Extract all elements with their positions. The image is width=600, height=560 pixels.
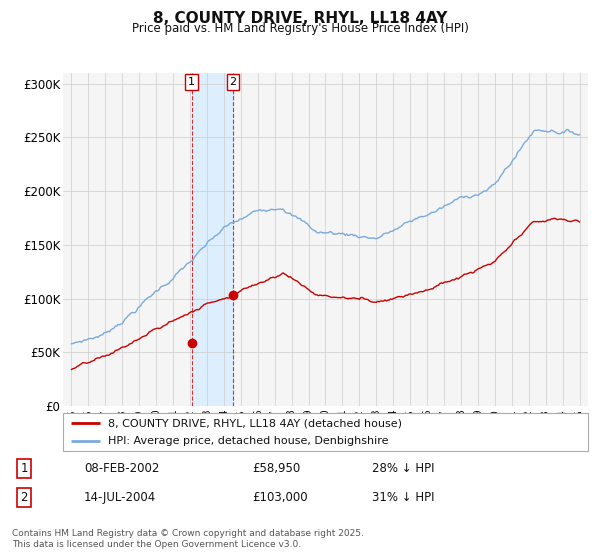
Text: 14-JUL-2004: 14-JUL-2004	[84, 491, 156, 504]
Text: £103,000: £103,000	[252, 491, 308, 504]
Text: 1: 1	[188, 77, 195, 87]
Text: 8, COUNTY DRIVE, RHYL, LL18 4AY: 8, COUNTY DRIVE, RHYL, LL18 4AY	[153, 11, 447, 26]
Text: 8, COUNTY DRIVE, RHYL, LL18 4AY (detached house): 8, COUNTY DRIVE, RHYL, LL18 4AY (detache…	[107, 418, 401, 428]
Text: Price paid vs. HM Land Registry's House Price Index (HPI): Price paid vs. HM Land Registry's House …	[131, 22, 469, 35]
Text: 2: 2	[229, 77, 236, 87]
Text: 08-FEB-2002: 08-FEB-2002	[84, 462, 160, 475]
Text: 2: 2	[20, 491, 28, 504]
Text: Contains HM Land Registry data © Crown copyright and database right 2025.
This d: Contains HM Land Registry data © Crown c…	[12, 529, 364, 549]
Text: 28% ↓ HPI: 28% ↓ HPI	[372, 462, 434, 475]
Text: HPI: Average price, detached house, Denbighshire: HPI: Average price, detached house, Denb…	[107, 436, 388, 446]
Text: £58,950: £58,950	[252, 462, 300, 475]
Text: 1: 1	[20, 462, 28, 475]
Bar	[192, 73, 233, 406]
Text: 31% ↓ HPI: 31% ↓ HPI	[372, 491, 434, 504]
